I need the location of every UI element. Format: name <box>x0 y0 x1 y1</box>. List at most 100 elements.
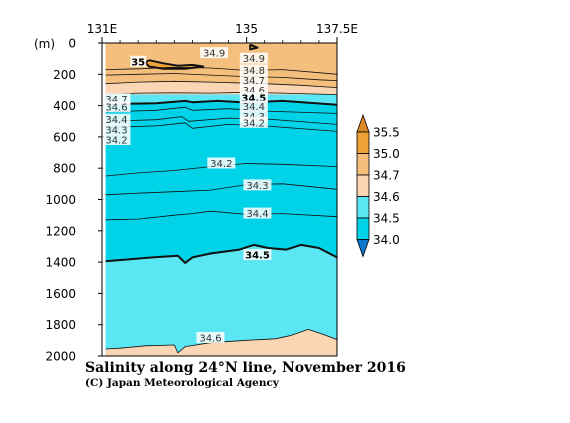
x-tick-label-2: 137.5E <box>316 22 358 36</box>
y-tick-label-0: 0 <box>68 37 76 51</box>
colorbar-band-4 <box>356 196 370 219</box>
colorbar-band-3 <box>356 174 370 197</box>
contour-label-bg <box>102 101 131 113</box>
x-axis: 131E 135 137.5E <box>87 22 358 43</box>
contour-line-35-13 <box>144 59 205 70</box>
contour-label-19: 34.6 <box>196 332 225 345</box>
contour-label-bg <box>102 113 131 125</box>
contour-label-text: 34.7 <box>105 95 127 106</box>
contour-label-text: 35 <box>131 57 145 68</box>
colorbar-band-5 <box>356 217 370 240</box>
contour-label-17: 34.4 <box>243 207 272 220</box>
contour-label-10: 34.7 <box>102 93 131 106</box>
contour-label-text: 34.4 <box>246 209 268 220</box>
contour-label-bg <box>207 157 236 169</box>
contour-label-text: 34.2 <box>243 118 265 129</box>
contour-label-15: 34.2 <box>207 157 236 170</box>
contour-label-text: 34.3 <box>246 181 268 192</box>
y-tick-label-7: 1400 <box>45 256 76 270</box>
y-tick-label-3: 600 <box>53 130 76 144</box>
contour-label-3: 34.8 <box>239 64 268 77</box>
colorbar-label-1: 35.0 <box>373 147 400 161</box>
y-tick-label-2: 400 <box>53 99 76 113</box>
contour-label-0: 35 <box>130 55 147 68</box>
contour-line-34-3-9 <box>105 183 337 196</box>
contour-label-text: 34.6 <box>243 86 265 97</box>
contour-label-bg <box>239 100 268 112</box>
contour-label-7: 34.4 <box>239 100 268 113</box>
contour-label-text: 34.4 <box>243 102 265 113</box>
contour-label-bg <box>243 207 272 219</box>
contour-line-34-7-2 <box>105 80 337 88</box>
colorbar-bottom-arrow <box>356 239 370 258</box>
x-tick-label-0: 131E <box>87 22 118 36</box>
contour-label-bg <box>239 91 268 103</box>
colorbar: 35.5 35.0 34.7 34.6 34.5 34.0 <box>356 113 400 258</box>
y-axis: 0 200 400 600 800 1000 1200 1400 1600 1800 2000 <box>45 37 106 364</box>
y-tick-label-9: 1800 <box>45 318 76 332</box>
contour-label-text: 34.2 <box>105 136 127 147</box>
contour-label-bg <box>239 84 268 96</box>
contour-line-35-14 <box>249 43 259 51</box>
contour-label-12: 34.4 <box>102 113 131 126</box>
contour-label-bg <box>102 123 131 135</box>
fill-region-1 <box>105 43 337 88</box>
contour-label-bg <box>239 52 268 64</box>
contour-label-bg <box>239 110 268 122</box>
contour-label-text: 34.5 <box>242 93 267 104</box>
colorbar-label-5: 34.0 <box>373 233 400 247</box>
colorbar-label-2: 34.7 <box>373 169 400 183</box>
contour-label-16: 34.3 <box>243 179 272 192</box>
contour-line-34-5-11 <box>105 243 337 264</box>
contour-label-text: 34.6 <box>199 334 221 345</box>
contour-label-bg <box>243 179 272 191</box>
contour-label-4: 34.7 <box>239 74 268 87</box>
contour-label-bg <box>200 47 229 59</box>
contour-label-text: 34.3 <box>105 125 127 136</box>
contour-label-layer: 3534.934.934.834.734.634.534.434.334.234… <box>102 47 272 345</box>
contour-line-34-5-4 <box>105 99 337 106</box>
contour-label-bg <box>196 332 225 344</box>
y-tick-label-1: 200 <box>53 68 76 82</box>
chart-title: Salinity along 24°N line, November 2016 <box>85 360 406 376</box>
contour-label-6: 34.5 <box>239 91 268 104</box>
colorbar-label-0: 35.5 <box>373 126 400 140</box>
contour-label-bg <box>130 55 147 67</box>
y-tick-label-4: 800 <box>53 162 76 176</box>
contour-label-18: 34.5 <box>243 249 272 262</box>
colorbar-band-2 <box>356 153 370 176</box>
contour-label-text: 34.9 <box>243 54 265 65</box>
colorbar-band-1 <box>356 131 370 154</box>
contour-label-14: 34.2 <box>102 134 131 147</box>
contour-label-text: 34.8 <box>243 66 265 77</box>
contour-label-bg <box>243 249 272 261</box>
contour-label-9: 34.2 <box>239 116 268 129</box>
y-tick-label-5: 1000 <box>45 193 76 207</box>
colorbar-label-4: 34.5 <box>373 212 400 226</box>
contour-label-1: 34.9 <box>200 47 229 60</box>
contour-label-11: 34.6 <box>102 101 131 114</box>
fill-core-35-0 <box>145 60 204 69</box>
contour-line-34-8-1 <box>105 73 337 81</box>
contour-label-bg <box>239 74 268 86</box>
fill-region-2 <box>105 244 337 356</box>
contour-label-bg <box>239 116 268 128</box>
contour-label-text: 34.7 <box>243 76 265 87</box>
contour-label-bg <box>102 93 131 105</box>
contour-line-34-6-3 <box>105 91 337 95</box>
contour-line-34-4-10 <box>105 210 337 221</box>
contour-label-text: 34.2 <box>210 159 232 170</box>
contour-label-text: 34.6 <box>105 103 127 114</box>
colorbar-label-3: 34.6 <box>373 190 400 204</box>
contour-label-text: 34.4 <box>105 115 127 126</box>
chart-credit: (C) Japan Meteorological Agency <box>85 377 280 389</box>
y-tick-label-10: 2000 <box>45 350 76 364</box>
contour-label-13: 34.3 <box>102 123 131 136</box>
y-tick-label-6: 1200 <box>45 224 76 238</box>
contour-label-text: 34.5 <box>245 251 270 262</box>
contour-line-34-9-0 <box>105 66 337 75</box>
salinity-fill-layer <box>105 43 337 356</box>
contour-label-2: 34.9 <box>239 52 268 65</box>
y-tick-label-8: 1600 <box>45 287 76 301</box>
